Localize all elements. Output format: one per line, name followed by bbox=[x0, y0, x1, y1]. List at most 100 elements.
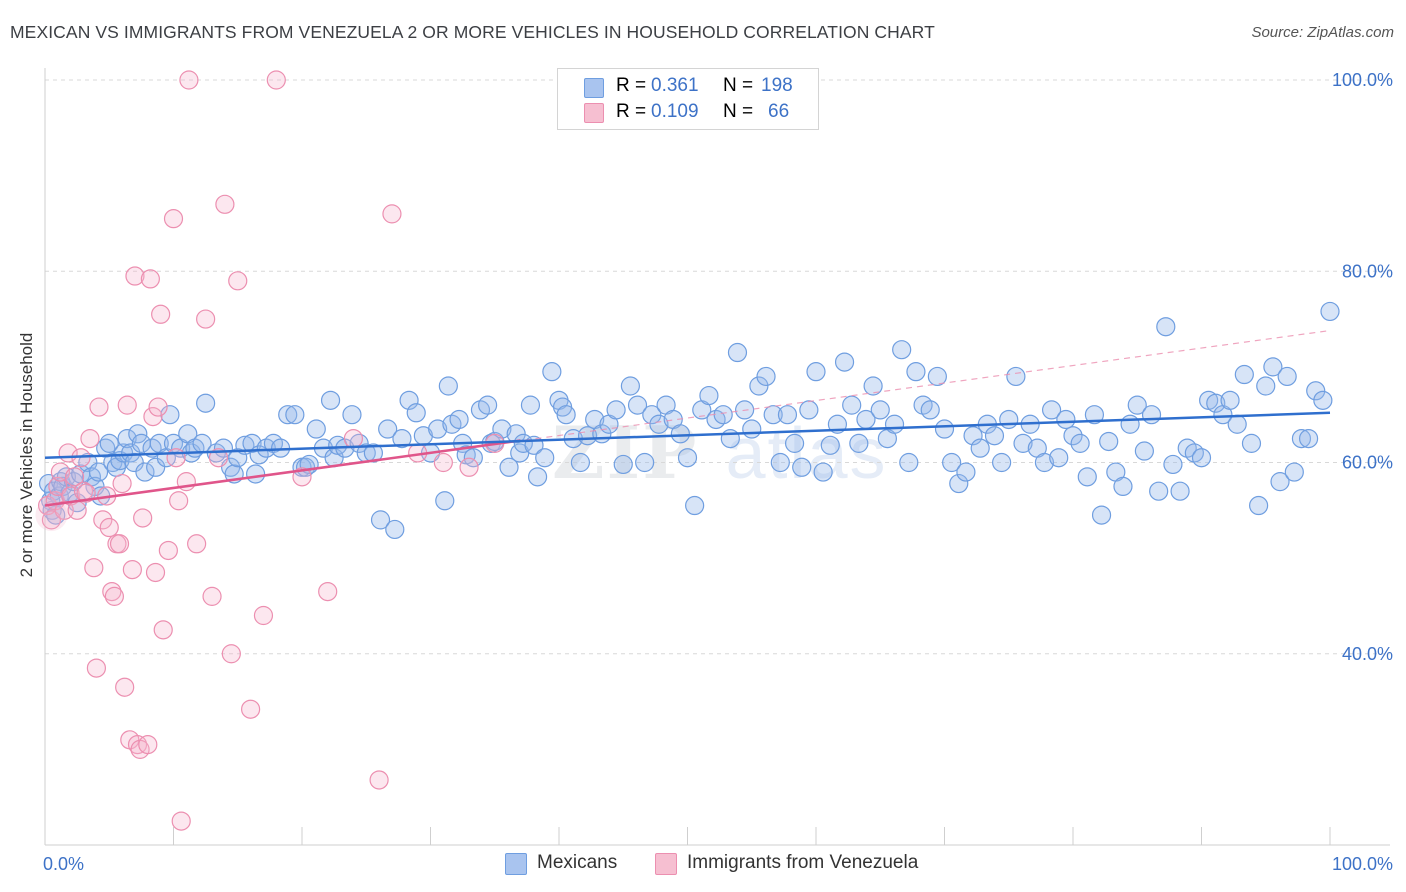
mexicans-point bbox=[742, 419, 762, 439]
mexicans-point bbox=[763, 405, 783, 425]
mexicans-point bbox=[428, 419, 448, 439]
chart-title: MEXICAN VS IMMIGRANTS FROM VENEZUELA 2 O… bbox=[10, 22, 935, 42]
mexicans-point bbox=[88, 462, 109, 482]
mexicans-point bbox=[1149, 481, 1169, 501]
mexicans-point bbox=[1163, 454, 1183, 475]
venezuela-point bbox=[292, 467, 312, 487]
venezuela-point bbox=[99, 517, 119, 538]
mexicans-point bbox=[1249, 495, 1269, 516]
mexicans-point bbox=[1220, 390, 1240, 410]
mexicans-point bbox=[342, 405, 362, 425]
mexicans-point bbox=[627, 395, 648, 415]
mexicans-point bbox=[196, 393, 216, 413]
mexicans-point bbox=[320, 390, 341, 410]
watermark-zip: ZIP bbox=[552, 410, 699, 495]
y-tick-label: 100.0% bbox=[1332, 70, 1393, 90]
mexicans-point bbox=[1206, 393, 1226, 413]
mexicans-point bbox=[713, 405, 733, 425]
mexicans-point bbox=[1141, 405, 1162, 425]
mexicans-point bbox=[378, 419, 398, 439]
venezuela-point bbox=[148, 397, 168, 417]
mexicans-point bbox=[1277, 366, 1297, 387]
mexicans-point bbox=[799, 400, 819, 420]
mexicans-point bbox=[1291, 428, 1312, 449]
mexicans-point bbox=[949, 473, 969, 494]
mexicans-point bbox=[792, 457, 812, 477]
mexicans-point bbox=[842, 395, 862, 415]
mexicans-point bbox=[685, 495, 705, 516]
mexicans-point bbox=[135, 462, 155, 482]
mexicans-point bbox=[892, 340, 912, 360]
mexicans-point bbox=[863, 376, 883, 396]
venezuela-point bbox=[318, 581, 338, 602]
mexicans-point bbox=[1306, 381, 1326, 401]
mexicans-point bbox=[613, 454, 633, 475]
bottom-legend-swatch-venezuela bbox=[655, 853, 677, 875]
venezuela-point bbox=[151, 304, 171, 324]
mexicans-point bbox=[527, 467, 548, 487]
venezuela-point bbox=[125, 266, 145, 286]
venezuela-point bbox=[35, 499, 68, 532]
mexicans-point bbox=[920, 400, 940, 420]
mexicans-point bbox=[1120, 414, 1140, 434]
venezuela-point bbox=[187, 534, 207, 554]
source-label: Source: ZipAtlas.com bbox=[1251, 24, 1394, 41]
mexicans-point bbox=[649, 414, 669, 434]
mexicans-point bbox=[984, 426, 1005, 446]
mexicans-point bbox=[884, 414, 905, 434]
legend-r-label-mexicans: R = bbox=[616, 75, 647, 96]
venezuela-point bbox=[228, 271, 248, 291]
mexicans-point bbox=[934, 419, 955, 439]
mexicans-point bbox=[1191, 448, 1212, 468]
mexicans-point bbox=[749, 376, 769, 396]
venezuela-point bbox=[67, 500, 87, 520]
venezuela-point bbox=[253, 605, 274, 626]
venezuela-point bbox=[76, 483, 96, 503]
venezuela-point bbox=[169, 491, 189, 511]
venezuela-point bbox=[266, 70, 286, 90]
mexicans-point bbox=[784, 433, 805, 453]
legend-n-value-venezuela: 66 bbox=[768, 101, 790, 122]
legend-n-label-venezuela: N = bbox=[723, 101, 754, 122]
venezuela-point bbox=[41, 510, 62, 530]
mexicans-point bbox=[499, 457, 519, 477]
mexicans-point bbox=[1256, 376, 1276, 396]
mexicans-point bbox=[463, 448, 483, 468]
mexicans-point bbox=[1156, 317, 1176, 337]
mexicans-point bbox=[438, 376, 458, 396]
mexicans-point bbox=[363, 443, 383, 463]
venezuela-trend-extension bbox=[44, 329, 1331, 507]
mexicans-point bbox=[642, 405, 662, 425]
mexicans-point bbox=[727, 342, 748, 363]
venezuela-point bbox=[369, 770, 389, 790]
venezuela-point bbox=[112, 473, 132, 494]
mexicans-point bbox=[1234, 364, 1254, 385]
mexicans-trend-line bbox=[44, 411, 1331, 459]
x-tick-label: 100.0% bbox=[1332, 854, 1393, 874]
venezuela-point bbox=[89, 397, 109, 417]
venezuela-point bbox=[109, 534, 130, 554]
venezuela-point bbox=[122, 559, 142, 580]
legend-swatch-mexicans bbox=[584, 78, 604, 98]
mexicans-point bbox=[478, 395, 498, 415]
venezuela-point bbox=[166, 448, 186, 468]
watermark: ZIP atlas bbox=[552, 410, 888, 495]
mexicans-point bbox=[285, 405, 305, 425]
legend-swatch-venezuela bbox=[584, 103, 604, 123]
venezuela-point bbox=[459, 457, 479, 477]
mexicans-point bbox=[392, 428, 412, 449]
mexicans-point bbox=[834, 352, 855, 372]
mexicans-point bbox=[385, 519, 405, 540]
mexicans-point bbox=[906, 362, 926, 382]
mexicans-point bbox=[1006, 366, 1026, 387]
venezuela-point bbox=[133, 508, 153, 528]
mexicans-point bbox=[245, 464, 266, 484]
mexicans-point bbox=[927, 366, 947, 387]
mexicans-point bbox=[813, 462, 833, 482]
venezuela-point bbox=[143, 407, 163, 427]
venezuela-point bbox=[158, 540, 178, 561]
mexicans-point bbox=[670, 424, 690, 444]
venezuela-point bbox=[86, 658, 107, 678]
mexicans-point bbox=[1263, 357, 1283, 377]
